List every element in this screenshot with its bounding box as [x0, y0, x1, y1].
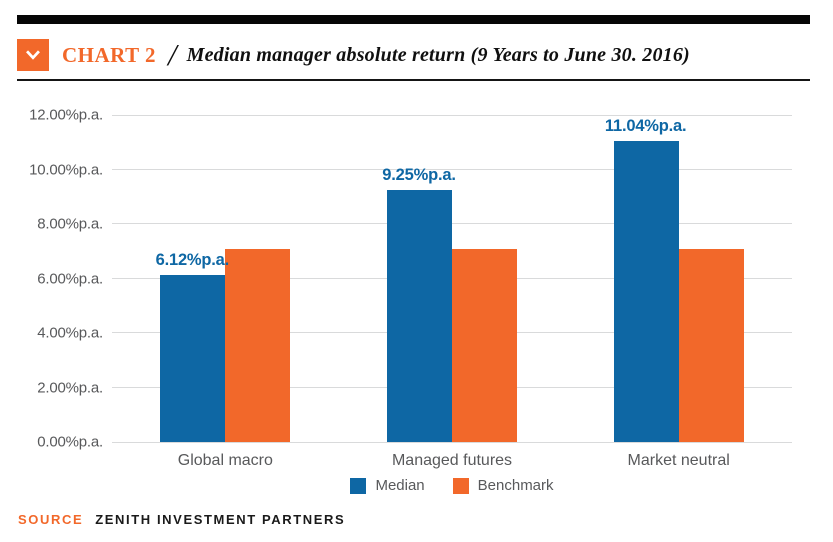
- gridline: [112, 441, 792, 443]
- legend-label: Median: [375, 477, 425, 494]
- bar-value-label: 6.12%p.a.: [155, 251, 230, 270]
- chart-number-label: CHART 2: [62, 42, 156, 67]
- y-axis-tick-label: 4.00%p.a.: [37, 324, 103, 342]
- legend: Median Benchmark: [112, 477, 792, 494]
- bar-median-global-macro: [160, 275, 226, 442]
- x-axis: Global macro Managed futures Market neutra…: [112, 452, 792, 472]
- y-axis-tick-label: 10.00%p.a.: [29, 161, 103, 178]
- legend-label: Benchmark: [477, 477, 554, 494]
- header-rule: [17, 79, 810, 81]
- bar-group-global-macro: 6.12%p.a.: [156, 115, 291, 442]
- legend-item-median: Median: [350, 477, 425, 494]
- bar-benchmark-market-neutral: [678, 248, 744, 442]
- y-axis-tick-label: 0.00%p.a.: [37, 433, 103, 451]
- bar-benchmark-global-macro: [225, 248, 291, 442]
- x-axis-category-label: Global macro: [177, 452, 273, 469]
- bar-median-managed-futures: [387, 189, 452, 442]
- plot-area: 6.12%p.a. 9.25%p.a. 11.04%p.a.: [112, 114, 792, 443]
- x-axis-category-label: Managed futures: [391, 452, 513, 469]
- chart-header: CHART 2 / Median manager absolute return…: [17, 38, 690, 72]
- legend-swatch-benchmark: [452, 477, 469, 494]
- gridline: [112, 168, 792, 170]
- y-axis: 0.00%p.a. 2.00%p.a. 4.00%p.a. 6.00%p.a. 8.00…: [0, 107, 103, 451]
- top-rule: [17, 15, 810, 24]
- title-separator: /: [167, 36, 177, 72]
- source-label: SOURCE: [18, 512, 84, 527]
- bar-value-label: 11.04%p.a.: [604, 117, 687, 136]
- bar-benchmark-managed-futures: [452, 248, 517, 442]
- bar-group-market-neutral: 11.04%p.a.: [605, 115, 744, 442]
- source-text: ZENITH INVESTMENT PARTNERS: [95, 512, 346, 527]
- bar-value-label: 9.25%p.a.: [382, 165, 456, 184]
- gridline: [112, 114, 792, 116]
- legend-item-benchmark: Benchmark: [452, 477, 554, 494]
- chevron-down-icon: [17, 39, 49, 71]
- source-line: SOURCE ZENITH INVESTMENT PARTNERS: [18, 512, 345, 527]
- x-axis-category-label: Market neutral: [627, 452, 730, 469]
- bar-median-market-neutral: [613, 141, 679, 442]
- y-axis-tick-label: 8.00%p.a.: [37, 215, 103, 233]
- chart-title: Median manager absolute return (9 Years …: [186, 43, 690, 66]
- y-axis-tick-label: 2.00%p.a.: [37, 379, 103, 396]
- gridline: [112, 223, 792, 225]
- legend-swatch-median: [350, 477, 367, 494]
- y-axis-tick-label: 6.00%p.a.: [37, 270, 103, 287]
- y-axis-tick-label: 12.00%p.a.: [29, 106, 103, 124]
- bar-group-managed-futures: 9.25%p.a.: [382, 115, 517, 442]
